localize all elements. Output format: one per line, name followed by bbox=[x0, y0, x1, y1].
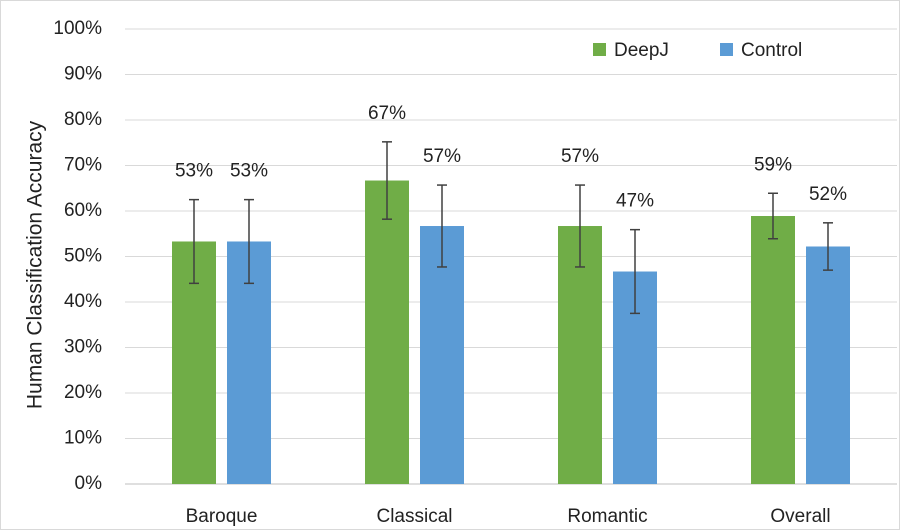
legend-label: DeepJ bbox=[614, 40, 669, 61]
legend-swatch bbox=[593, 43, 606, 56]
y-tick-label: 10% bbox=[64, 428, 102, 449]
y-tick-label: 100% bbox=[53, 18, 102, 39]
y-tick-label: 0% bbox=[75, 473, 103, 494]
y-tick-label: 30% bbox=[64, 337, 102, 358]
y-tick-label: 50% bbox=[64, 246, 102, 267]
value-label: 53% bbox=[175, 161, 213, 182]
value-label: 59% bbox=[754, 154, 792, 175]
x-tick-label: Classical bbox=[376, 506, 452, 527]
value-label: 57% bbox=[561, 146, 599, 167]
bar bbox=[751, 216, 795, 484]
bar bbox=[806, 246, 850, 484]
y-tick-label: 60% bbox=[64, 200, 102, 221]
error-bar bbox=[382, 141, 392, 220]
y-tick-label: 80% bbox=[64, 109, 102, 130]
error-bar bbox=[768, 192, 778, 240]
bar bbox=[558, 226, 602, 484]
x-tick-label: Overall bbox=[770, 506, 830, 527]
legend-swatch bbox=[720, 43, 733, 56]
y-tick-label: 20% bbox=[64, 382, 102, 403]
y-tick-label: 40% bbox=[64, 291, 102, 312]
error-bar bbox=[437, 184, 447, 268]
bar bbox=[420, 226, 464, 484]
value-label: 67% bbox=[368, 103, 406, 124]
y-tick-label: 90% bbox=[64, 64, 102, 85]
error-bar bbox=[189, 198, 199, 285]
value-label: 52% bbox=[809, 184, 847, 205]
x-tick-label: Baroque bbox=[186, 506, 258, 527]
error-bar bbox=[630, 228, 640, 315]
x-tick-label: Romantic bbox=[567, 506, 647, 527]
error-bar bbox=[575, 184, 585, 268]
error-bar bbox=[244, 198, 254, 285]
legend-label: Control bbox=[741, 40, 802, 61]
y-tick-label: 70% bbox=[64, 155, 102, 176]
error-bar bbox=[823, 222, 833, 271]
y-axis-title: Human Classification Accuracy bbox=[24, 120, 47, 409]
value-label: 47% bbox=[616, 191, 654, 212]
value-label: 57% bbox=[423, 146, 461, 167]
bar bbox=[365, 180, 409, 484]
value-label: 53% bbox=[230, 161, 268, 182]
